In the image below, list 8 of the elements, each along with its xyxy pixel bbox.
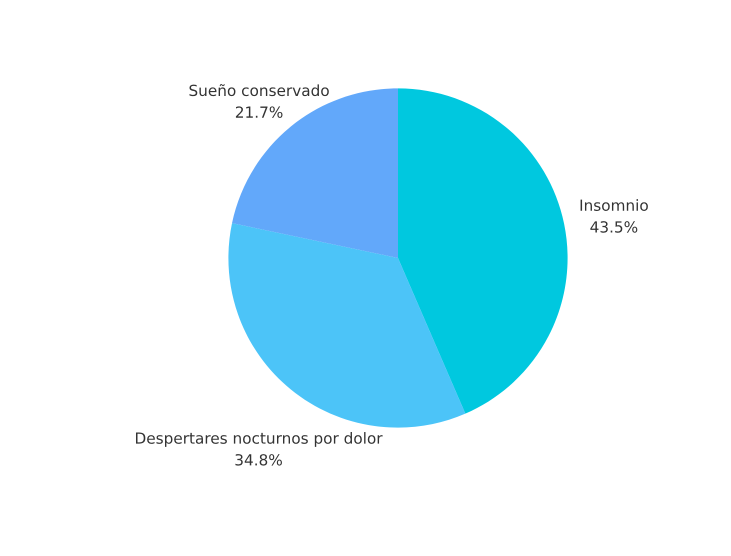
- slice-label: Insomnio: [580, 199, 648, 211]
- data-label: 21.7%: [236, 106, 282, 118]
- slice-label: Despertares nocturnos por dolor: [136, 432, 383, 447]
- pie-slice: [398, 88, 568, 414]
- data-label: 43.5%: [590, 221, 638, 233]
- pie-slice: [228, 223, 466, 428]
- slice-label: Sueño conservado: [189, 84, 329, 96]
- data-label: 34.8%: [235, 454, 282, 466]
